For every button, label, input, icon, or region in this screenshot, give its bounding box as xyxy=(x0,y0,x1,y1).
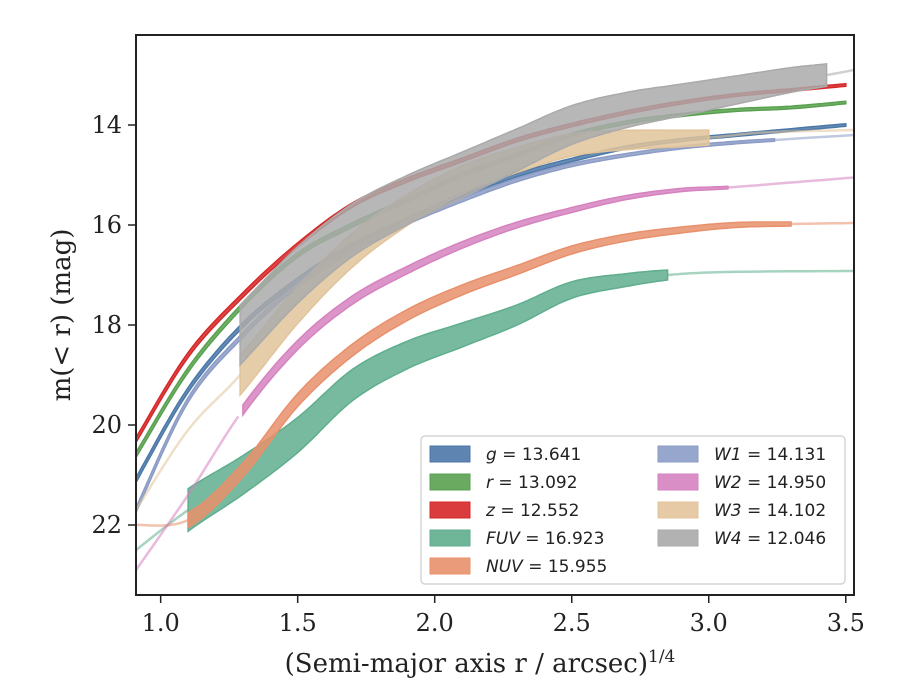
y-tick-label: 22 xyxy=(91,511,122,539)
legend-swatch xyxy=(429,557,471,575)
legend: g = 13.641 r = 13.092 z = 12.552 FUV = 16.9… xyxy=(420,435,846,585)
legend-swatch xyxy=(657,445,699,463)
legend-entry-w2: W2 = 14.950 xyxy=(657,473,826,493)
band-w2 xyxy=(242,185,729,418)
legend-label: W3 = 14.102 xyxy=(714,501,826,521)
legend-label: W2 = 14.950 xyxy=(714,473,826,493)
legend-entry-z: z = 12.552 xyxy=(429,501,579,521)
legend-label: W4 = 12.046 xyxy=(714,529,826,549)
legend-entry-fuv: FUV = 16.923 xyxy=(429,529,604,549)
x-tick-label: 2.0 xyxy=(416,609,454,637)
model-line-nuv-outer xyxy=(790,221,854,226)
legend-label: NUV = 15.955 xyxy=(486,557,607,577)
x-tick-label: 2.5 xyxy=(553,609,591,637)
series-nuv xyxy=(136,221,854,529)
legend-label: g = 13.641 xyxy=(486,445,581,465)
y-tick-label: 18 xyxy=(91,311,122,339)
model-line-w2-inner xyxy=(136,415,240,571)
model-line-w1-outer xyxy=(774,133,854,142)
legend-box xyxy=(420,435,846,585)
y-tick-label: 20 xyxy=(91,411,122,439)
band-w4 xyxy=(239,62,828,367)
legend-label: z = 12.552 xyxy=(485,501,579,521)
x-tick-label: 3.5 xyxy=(827,609,865,637)
legend-entry-w3: W3 = 14.102 xyxy=(657,501,826,521)
ticks-layer: 1.0 1.5 2.0 2.5 3.0 3.5 14 16 18 20 22 xyxy=(91,111,864,637)
legend-label: W1 = 14.131 xyxy=(714,445,826,465)
band-fuv xyxy=(187,269,669,533)
legend-swatch xyxy=(657,473,699,491)
legend-entry-g: g = 13.641 xyxy=(429,445,581,465)
model-line-w4-outer xyxy=(826,68,854,77)
legend-swatch xyxy=(429,445,471,463)
band-nuv xyxy=(187,221,792,529)
legend-entry-w1: W1 = 14.131 xyxy=(657,445,826,465)
legend-entry-r: r = 13.092 xyxy=(429,473,578,493)
x-tick-label: 1.5 xyxy=(279,609,317,637)
model-line-w2-outer xyxy=(727,176,854,189)
series-w2 xyxy=(136,176,854,571)
legend-entry-nuv: NUV = 15.955 xyxy=(429,557,607,577)
legend-swatch xyxy=(429,501,471,519)
model-line-w3-inner xyxy=(136,374,242,511)
legend-swatch xyxy=(657,529,699,547)
model-line-nuv-inner xyxy=(136,518,189,527)
series-fuv xyxy=(136,269,854,551)
legend-label: r = 13.092 xyxy=(486,473,578,493)
plot-layer xyxy=(136,62,854,571)
x-tick-label: 3.0 xyxy=(690,609,728,637)
legend-label: FUV = 16.923 xyxy=(486,529,604,549)
legend-entry-w4: W4 = 12.046 xyxy=(657,529,826,549)
y-axis-label: m(< r) (mag) xyxy=(47,229,77,402)
series-w4 xyxy=(239,62,854,367)
model-line-fuv-inner xyxy=(136,508,189,551)
model-line-fuv-outer xyxy=(667,269,854,277)
axes-frame xyxy=(135,34,855,596)
y-tick-label: 14 xyxy=(91,111,122,139)
y-tick-label: 16 xyxy=(91,211,122,239)
model-line-w3-outer xyxy=(708,128,854,139)
legend-swatch xyxy=(657,501,699,519)
x-axis-label: (Semi-major axis r / arcsec)1/4 xyxy=(285,647,676,679)
legend-swatch xyxy=(429,529,471,547)
x-tick-label: 1.0 xyxy=(142,609,180,637)
legend-swatch xyxy=(429,473,471,491)
